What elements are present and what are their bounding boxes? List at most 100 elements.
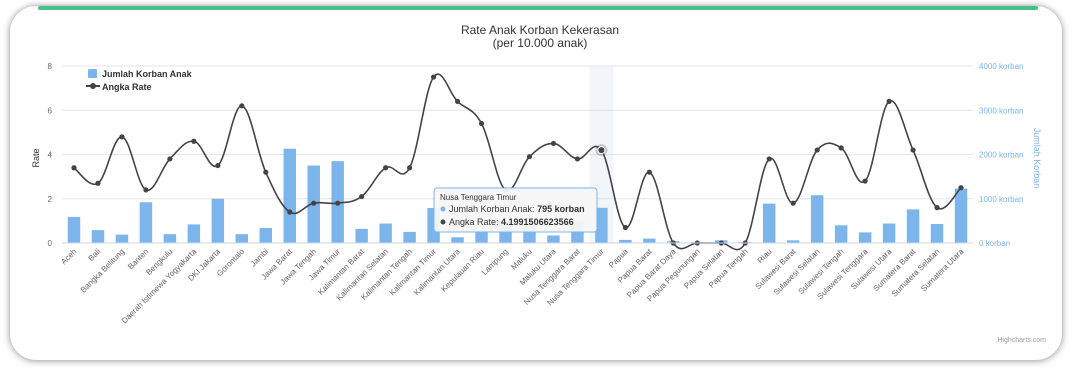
- rate-point: [838, 145, 844, 151]
- rate-point: [215, 162, 221, 169]
- tooltip-category: Nusa Tenggara Timur: [440, 193, 517, 202]
- tooltip-line-value: 4.1991506623566: [501, 217, 574, 227]
- bar: [834, 225, 848, 243]
- legend-line-label: Angka Rate: [102, 82, 152, 92]
- y2-axis-title: Jumlah Korban: [1032, 128, 1042, 189]
- rate-point: [167, 156, 173, 162]
- rate-chart: 0 2 4 6 8 0 korban 1000 korban 2000 korban 3000 …: [31, 23, 1046, 344]
- y2-tick-label: 0 korban: [979, 239, 1010, 248]
- bar: [187, 224, 201, 243]
- tooltip-bar-value: 795 korban: [537, 204, 585, 214]
- rate-point: [958, 185, 964, 191]
- rate-point: [478, 120, 485, 127]
- bar: [475, 229, 488, 243]
- bar: [283, 148, 296, 243]
- bar: [595, 207, 608, 243]
- bar: [235, 234, 249, 243]
- credit-link[interactable]: Highcharts.com: [997, 337, 1046, 344]
- rate-point: [454, 98, 461, 104]
- rate-point: [790, 200, 796, 206]
- y-tick-label: 6: [48, 106, 53, 115]
- legend[interactable]: Jumlah Korban Anak Angka Rate: [86, 69, 193, 92]
- rate-point: [383, 165, 389, 171]
- bar: [355, 228, 368, 243]
- x-tick-label: Aceh: [59, 247, 78, 266]
- rate-point: [335, 200, 341, 206]
- rate-point: [430, 74, 437, 80]
- x-tick-label: Bali: [87, 247, 103, 263]
- rate-point: [311, 200, 317, 206]
- rate-point: [550, 140, 557, 147]
- rate-point: [886, 98, 892, 104]
- y2-tick-label: 2000 korban: [979, 151, 1023, 160]
- x-tick-label: Papua: [607, 247, 630, 270]
- bar: [762, 203, 776, 243]
- rate-point: [574, 156, 581, 162]
- bar: [643, 238, 656, 243]
- top-accent-bar: [38, 6, 1038, 10]
- bar: [547, 235, 560, 243]
- y2-tick-label: 1000 korban: [979, 195, 1023, 204]
- y2-tick-label: 4000 korban: [979, 62, 1023, 71]
- x-tick-label: Jambi: [249, 247, 271, 269]
- x-tick-label: Bangka Belitung: [79, 247, 127, 295]
- legend-item-line[interactable]: Angka Rate: [86, 82, 152, 92]
- y-tick-label: 4: [48, 151, 53, 160]
- x-tick-label: Lampung: [480, 247, 510, 277]
- rate-point: [71, 165, 77, 171]
- y-tick-label: 0: [48, 239, 53, 248]
- bar: [858, 232, 872, 243]
- bar: [379, 223, 392, 243]
- bar: [403, 231, 416, 243]
- rate-point: [95, 180, 101, 186]
- y-tick-label: 8: [48, 62, 53, 71]
- rate-point: [622, 224, 628, 231]
- y-axis-title: Rate: [31, 148, 41, 167]
- rate-point: [910, 147, 916, 153]
- y-tick-label: 2: [48, 195, 53, 204]
- bar: [810, 195, 824, 243]
- x-tick-label: Sumatera Utara: [919, 247, 966, 294]
- rate-point: [526, 154, 533, 160]
- bar: [451, 237, 464, 243]
- chart-card: 0 2 4 6 8 0 korban 1000 korban 2000 korban 3000 …: [10, 6, 1062, 360]
- rate-point: [191, 138, 197, 144]
- rate-point: [934, 205, 940, 211]
- bar: [91, 230, 105, 243]
- rate-point: [263, 169, 269, 175]
- tooltip-line-row: Angka Rate: 4.1991506623566: [449, 217, 574, 227]
- legend-line-marker: [90, 83, 96, 89]
- y2-tick-label: 3000 korban: [979, 106, 1023, 115]
- tooltip-bar-dot: [440, 206, 446, 212]
- bar: [954, 188, 968, 243]
- rate-point: [766, 156, 772, 162]
- tooltip-line-dot: [440, 219, 446, 225]
- legend-bar-label: Jumlah Korban Anak: [102, 69, 193, 79]
- bar: [67, 216, 81, 243]
- tooltip: Nusa Tenggara Timur Jumlah Korban Anak: …: [433, 187, 598, 233]
- bar: [211, 198, 225, 243]
- x-tick-label: Riau: [756, 247, 774, 265]
- bar: [163, 234, 177, 243]
- rate-point: [239, 103, 245, 109]
- rate-point: [143, 187, 149, 193]
- tooltip-box: [433, 187, 598, 233]
- rate-point: [407, 165, 413, 171]
- tooltip-bar-row: Jumlah Korban Anak: 795 korban: [449, 204, 585, 214]
- bar: [882, 223, 896, 243]
- rate-point: [359, 193, 365, 200]
- chart-subtitle: (per 10.000 anak): [493, 36, 588, 50]
- tooltip-line-label: Angka Rate:: [449, 217, 501, 227]
- rate-point: [814, 147, 820, 153]
- tooltip-bar-label: Jumlah Korban Anak:: [449, 204, 537, 214]
- bar: [259, 227, 273, 243]
- rate-point: [862, 178, 868, 184]
- legend-item-bar[interactable]: Jumlah Korban Anak: [88, 69, 193, 79]
- legend-bar-swatch: [88, 69, 97, 78]
- rate-point: [597, 146, 606, 155]
- bar: [619, 239, 632, 243]
- bar: [930, 223, 944, 243]
- bar: [115, 234, 129, 243]
- rate-point: [287, 209, 293, 215]
- rate-point: [646, 169, 652, 175]
